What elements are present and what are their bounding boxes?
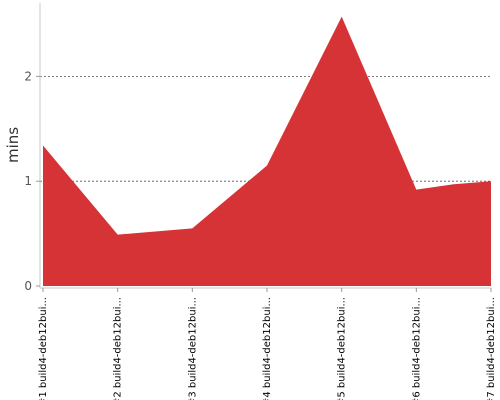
- grid-lines: [40, 75, 491, 182]
- x-tick-label: #7 build4-deb12bui...: [486, 297, 497, 400]
- series-area: [43, 16, 491, 286]
- x-ticks: #1 build4-deb12bui... #2 build4-deb12bui.…: [38, 288, 497, 400]
- x-tick-label: #3 build4-deb12bui...: [187, 297, 198, 400]
- y-tick-label: 1: [24, 174, 32, 188]
- y-ticks: 0 1 2: [24, 69, 40, 293]
- x-tick-label: #2 build4-deb12bui...: [113, 297, 124, 400]
- y-axis-label: mins: [4, 127, 22, 163]
- x-tick-label: #6 build4-deb12bui...: [411, 297, 422, 400]
- x-tick-label: #5 build4-deb12bui...: [337, 297, 348, 400]
- y-tick-label: 0: [24, 279, 32, 293]
- y-tick-label: 2: [24, 69, 32, 83]
- x-tick-label: #4 build4-deb12bui...: [262, 297, 273, 400]
- x-tick-label: #1 build4-deb12bui...: [38, 297, 49, 400]
